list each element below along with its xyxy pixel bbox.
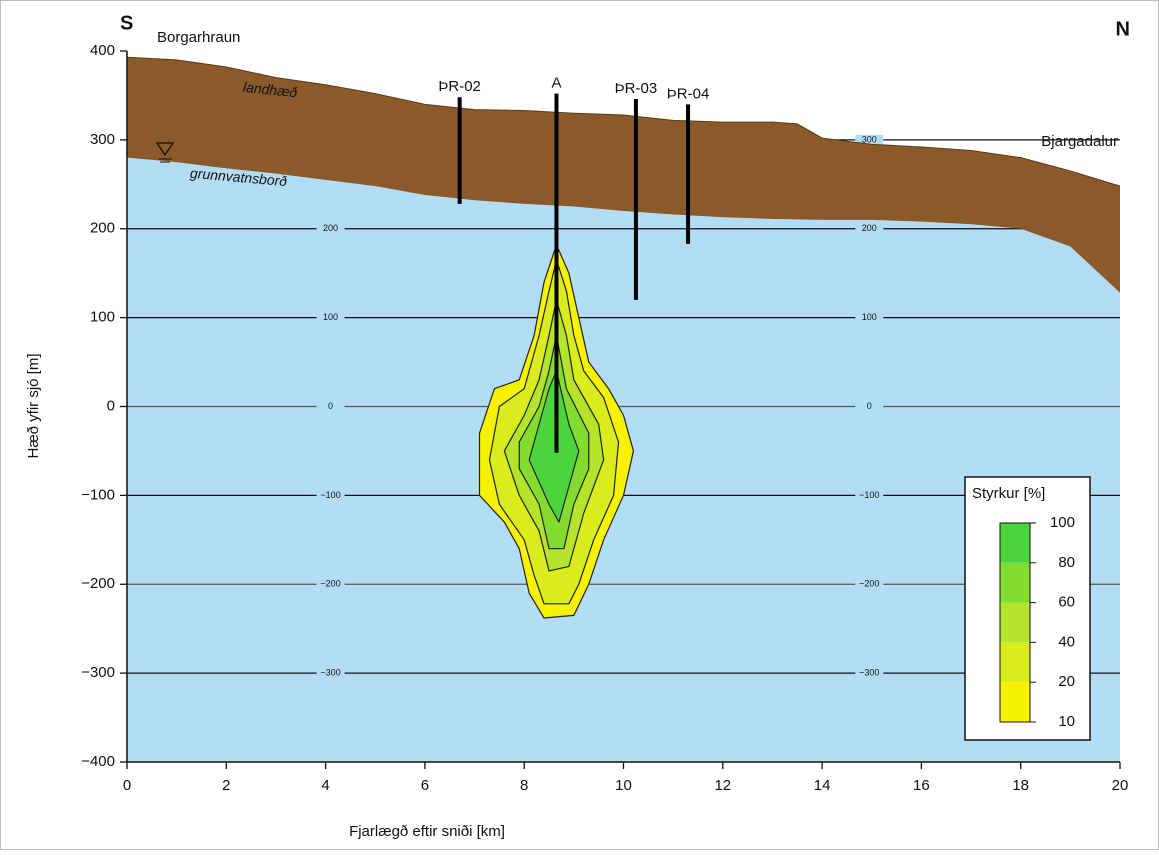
y-tick-label: 200 bbox=[90, 220, 115, 237]
well-label: A bbox=[551, 75, 561, 92]
x-tick-label: 20 bbox=[1112, 777, 1129, 794]
ground-layer bbox=[126, 56, 1121, 293]
y-tick-label: 100 bbox=[90, 309, 115, 326]
inner-level-label: 100 bbox=[323, 312, 338, 322]
inner-level-label: 0 bbox=[328, 401, 333, 411]
colorbar-label: 20 bbox=[1058, 673, 1075, 690]
x-tick-label: 6 bbox=[421, 777, 429, 794]
inner-level-label: −200 bbox=[859, 579, 879, 589]
x-tick-label: 18 bbox=[1012, 777, 1029, 794]
corner-right: N bbox=[1116, 18, 1130, 40]
colorbar-band bbox=[1000, 523, 1030, 563]
water-symbol bbox=[155, 142, 175, 157]
ground-area bbox=[127, 57, 1120, 293]
legend-title: Styrkur [%] bbox=[972, 485, 1045, 502]
inner-label-bg bbox=[855, 312, 884, 323]
inner-level-label: −200 bbox=[320, 579, 340, 589]
x-tick-label: 0 bbox=[123, 777, 131, 794]
legend: Styrkur [%] 10 20 40 60 80 100 bbox=[964, 476, 1091, 741]
surface-line bbox=[126, 56, 1121, 187]
colorbar-band bbox=[1000, 562, 1030, 603]
x-axis-label: Fjarlægð eftir sniði [km] bbox=[349, 823, 505, 840]
colorbar-band bbox=[1000, 642, 1030, 683]
colorbar-band bbox=[1000, 602, 1030, 643]
inner-level-label: 0 bbox=[867, 401, 872, 411]
x-tick-label: 4 bbox=[321, 777, 329, 794]
colorbar-label: 60 bbox=[1058, 594, 1075, 611]
inner-level-label: −300 bbox=[859, 668, 879, 678]
y-tick-label: 400 bbox=[90, 42, 115, 59]
inner-label-bg bbox=[855, 401, 884, 412]
inner-label-bg bbox=[855, 490, 884, 501]
y-tick-label: −100 bbox=[81, 486, 115, 503]
inner-label-bg bbox=[316, 579, 345, 590]
contour bbox=[528, 370, 580, 523]
wells: ÞR-02 A ÞR-03 ÞR-04 bbox=[438, 75, 709, 453]
place-right: Bjargadalur bbox=[1041, 133, 1118, 150]
x-tick-label: 14 bbox=[814, 777, 831, 794]
inner-label-bg bbox=[855, 668, 884, 679]
y-tick-label: −400 bbox=[81, 753, 115, 770]
surface-label: landhæð bbox=[242, 79, 298, 101]
inner-label-bg bbox=[316, 490, 345, 501]
inner-level-label: 200 bbox=[862, 223, 877, 233]
well-label: ÞR-04 bbox=[667, 85, 710, 102]
inner-level-label: −100 bbox=[320, 490, 340, 500]
corner-left: S bbox=[120, 12, 133, 34]
x-tick-label: 8 bbox=[520, 777, 528, 794]
colorbar-label: 80 bbox=[1058, 554, 1075, 571]
inner-level-label: 100 bbox=[862, 312, 877, 322]
inner-level-label: 300 bbox=[862, 134, 877, 144]
inner-level-label: −100 bbox=[859, 490, 879, 500]
place-left: Borgarhraun bbox=[157, 29, 240, 46]
x-tick-label: 2 bbox=[222, 777, 230, 794]
inner-level-label: −300 bbox=[320, 668, 340, 678]
water-table-symbol bbox=[155, 142, 175, 163]
y-axis-label: Hæð yfir sjó [m] bbox=[25, 353, 42, 458]
y-tick-label: 300 bbox=[90, 131, 115, 148]
inner-label-bg bbox=[316, 401, 345, 412]
x-tick-label: 12 bbox=[714, 777, 731, 794]
inner-label-bg bbox=[855, 223, 884, 234]
inner-label-bg bbox=[855, 579, 884, 590]
inner-label-bg bbox=[855, 134, 884, 145]
colorbar-label: 100 bbox=[1050, 514, 1075, 531]
x-tick-label: 16 bbox=[913, 777, 930, 794]
well-label: ÞR-02 bbox=[438, 78, 481, 95]
y-tick-label: −300 bbox=[81, 664, 115, 681]
x-tick-label: 10 bbox=[615, 777, 632, 794]
inner-level-label: 200 bbox=[323, 223, 338, 233]
colorbar-band bbox=[1000, 682, 1030, 722]
colorbar-label: 40 bbox=[1058, 633, 1075, 650]
colorbar-frame bbox=[999, 522, 1031, 723]
inner-label-bg bbox=[316, 312, 345, 323]
inner-label-bg bbox=[316, 668, 345, 679]
inner-label-bg bbox=[316, 223, 345, 234]
colorbar-label: 10 bbox=[1058, 713, 1075, 730]
well-label: ÞR-03 bbox=[615, 80, 658, 97]
y-tick-label: −200 bbox=[81, 575, 115, 592]
y-tick-label: 0 bbox=[107, 397, 115, 414]
